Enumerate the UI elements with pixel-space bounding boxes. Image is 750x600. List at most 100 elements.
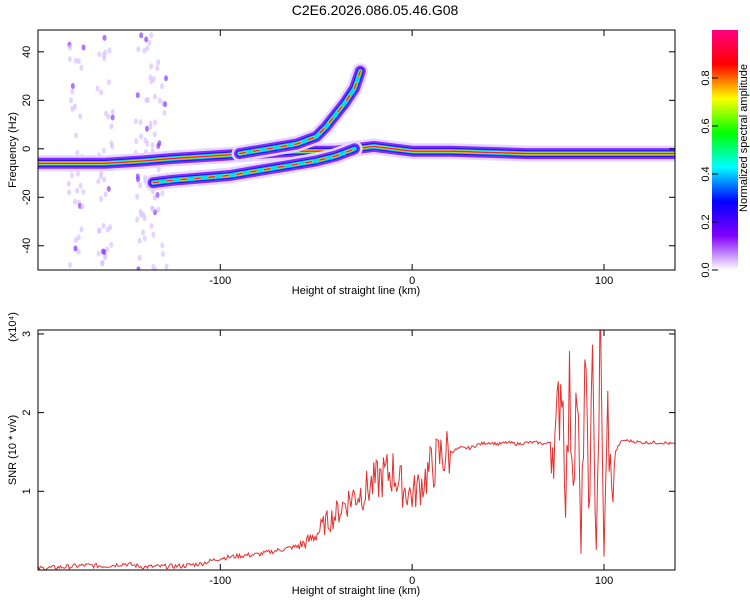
spectrogram-speckle <box>76 248 81 255</box>
spectrogram-speckle <box>78 113 83 120</box>
spectrogram-panel: -100 0 100 -40 -20 0 20 40 Height of straight … <box>7 29 676 297</box>
spectrogram-y-tick-label: 20 <box>21 94 33 106</box>
spectrogram-speckle <box>135 193 140 200</box>
spectrogram-speckle <box>76 58 81 65</box>
spectrogram-speckle <box>81 189 86 196</box>
colorbar-tick-label: 0.4 <box>700 166 712 181</box>
spectrogram-speckle <box>156 59 161 66</box>
spectrogram-speckle <box>151 75 156 82</box>
snr-x-tick-label: -100 <box>209 575 231 587</box>
spectrogram-x-tick-label: -100 <box>209 275 231 287</box>
spectrogram-speckle <box>156 143 161 150</box>
spectrogram-speckle <box>70 172 75 179</box>
spectrogram-speckle <box>160 190 165 197</box>
spectrogram-speckle <box>107 47 112 54</box>
spectrogram-speckle <box>78 182 83 189</box>
spectrogram-speckle <box>102 248 107 255</box>
spectrogram-speckle <box>80 203 85 210</box>
spectrogram-speckle <box>67 261 72 268</box>
spectrogram-speckle <box>99 89 104 96</box>
spectrogram-y-ticks: -40 -20 0 20 40 <box>21 46 675 254</box>
spectrogram-speckle <box>163 101 168 108</box>
spectrogram-speckle <box>102 176 107 183</box>
snr-y-scale-label: (x10⁴) <box>7 312 19 342</box>
spectrogram-speckle <box>110 143 115 150</box>
spectrogram-speckle <box>133 118 138 125</box>
spectrogram-speckle <box>66 180 71 187</box>
spectrogram-speckle <box>149 32 154 39</box>
colorbar-ticks: 0.0 0.2 0.4 0.6 0.8 <box>700 70 718 278</box>
spectrogram-speckle <box>101 147 106 154</box>
spectrogram-speckle <box>150 142 155 149</box>
colorbar-scale <box>712 30 738 270</box>
spectrogram-speckle <box>151 263 156 270</box>
spectrogram-speckle <box>152 131 157 138</box>
spectrogram-speckle <box>140 229 145 236</box>
spectrogram-speckle <box>156 206 161 213</box>
snr-y-tick-label: 1 <box>21 488 33 494</box>
spectrogram-speckle <box>136 176 141 183</box>
spectrogram-speckle <box>81 44 86 51</box>
spectrogram-y-tick-label: 40 <box>21 46 33 58</box>
spectrogram-speckle <box>96 250 101 257</box>
snr-panel: -100 0 100 1 2 3 Height of straight line (km… <box>7 312 676 597</box>
snr-y-ticks: 1 2 3 <box>21 331 675 494</box>
spectrogram-speckle <box>70 88 75 95</box>
spectrogram-speckle <box>142 215 147 222</box>
colorbar-label: Normalized spectral amplitude <box>738 64 750 212</box>
spectrogram-speckle <box>144 36 149 43</box>
spectrogram-speckle <box>137 254 142 261</box>
snr-x-tick-label: 100 <box>595 575 613 587</box>
spectrogram-speckle <box>106 185 111 192</box>
colorbar-tick-label: 0.8 <box>700 70 712 85</box>
spectrogram-y-tick-label: -40 <box>21 238 33 254</box>
snr-x-ticks: -100 0 100 <box>209 330 613 587</box>
spectrogram-speckle <box>160 250 165 257</box>
spectrogram-speckle <box>109 241 114 248</box>
spectrogram-x-tick-label: 0 <box>409 275 415 287</box>
colorbar-tick-label: 0.6 <box>700 118 712 133</box>
spectrogram-x-ticks: -100 0 100 <box>209 30 613 287</box>
spectrogram-speckle <box>162 109 167 116</box>
snr-series-line <box>38 330 675 570</box>
spectrogram-speckle <box>73 57 78 64</box>
spectrogram-speckle <box>73 245 78 252</box>
spectrogram-speckle <box>67 189 72 196</box>
colorbar: 0.0 0.2 0.4 0.6 0.8 Normalized spectral ampl… <box>700 30 750 278</box>
snr-y-tick-label: 3 <box>21 331 33 337</box>
chart-title: C2E6.2026.086.05.46.G08 <box>291 2 459 18</box>
spectrogram-speckle <box>100 260 105 267</box>
spectrogram-track-upper <box>237 68 363 156</box>
spectrogram-speckle <box>138 119 143 126</box>
spectrogram-speckle <box>79 64 84 71</box>
spectrogram-image <box>38 32 675 270</box>
spectrogram-speckle <box>143 137 148 144</box>
spectrogram-frame <box>37 29 676 271</box>
spectrogram-speckle <box>108 224 113 231</box>
spectrogram-speckle <box>75 150 80 157</box>
spectrogram-speckle <box>101 222 106 229</box>
snr-frame <box>37 329 676 571</box>
spectrogram-speckle <box>159 83 164 90</box>
spectrogram-speckle <box>101 52 106 59</box>
spectrogram-speckle <box>152 194 157 201</box>
spectrogram-speckle <box>70 83 75 90</box>
spectrogram-speckle <box>107 79 112 86</box>
spectrogram-speckle <box>139 32 144 39</box>
spectrogram-speckle <box>69 97 74 104</box>
spectrogram-speckle <box>137 237 142 244</box>
spectrogram-speckle <box>144 125 149 132</box>
spectrogram-speckle <box>164 263 169 270</box>
spectrogram-x-label: Height of straight line (km) <box>292 285 420 297</box>
spectrogram-speckle <box>144 97 149 104</box>
spectrogram-y-label: Frequency (Hz) <box>7 112 19 188</box>
spectrogram-speckle <box>73 103 78 110</box>
spectrogram-speckle <box>96 178 101 185</box>
spectrogram-speckle <box>96 227 101 234</box>
colorbar-tick-label: 0.0 <box>700 262 712 277</box>
spectrogram-track-lower <box>152 148 356 184</box>
spectrogram-speckle <box>67 56 72 63</box>
spectrogram-speckle <box>67 44 72 51</box>
spectrogram-speckle <box>149 63 154 70</box>
spectrogram-y-tick-label: -20 <box>21 189 33 205</box>
